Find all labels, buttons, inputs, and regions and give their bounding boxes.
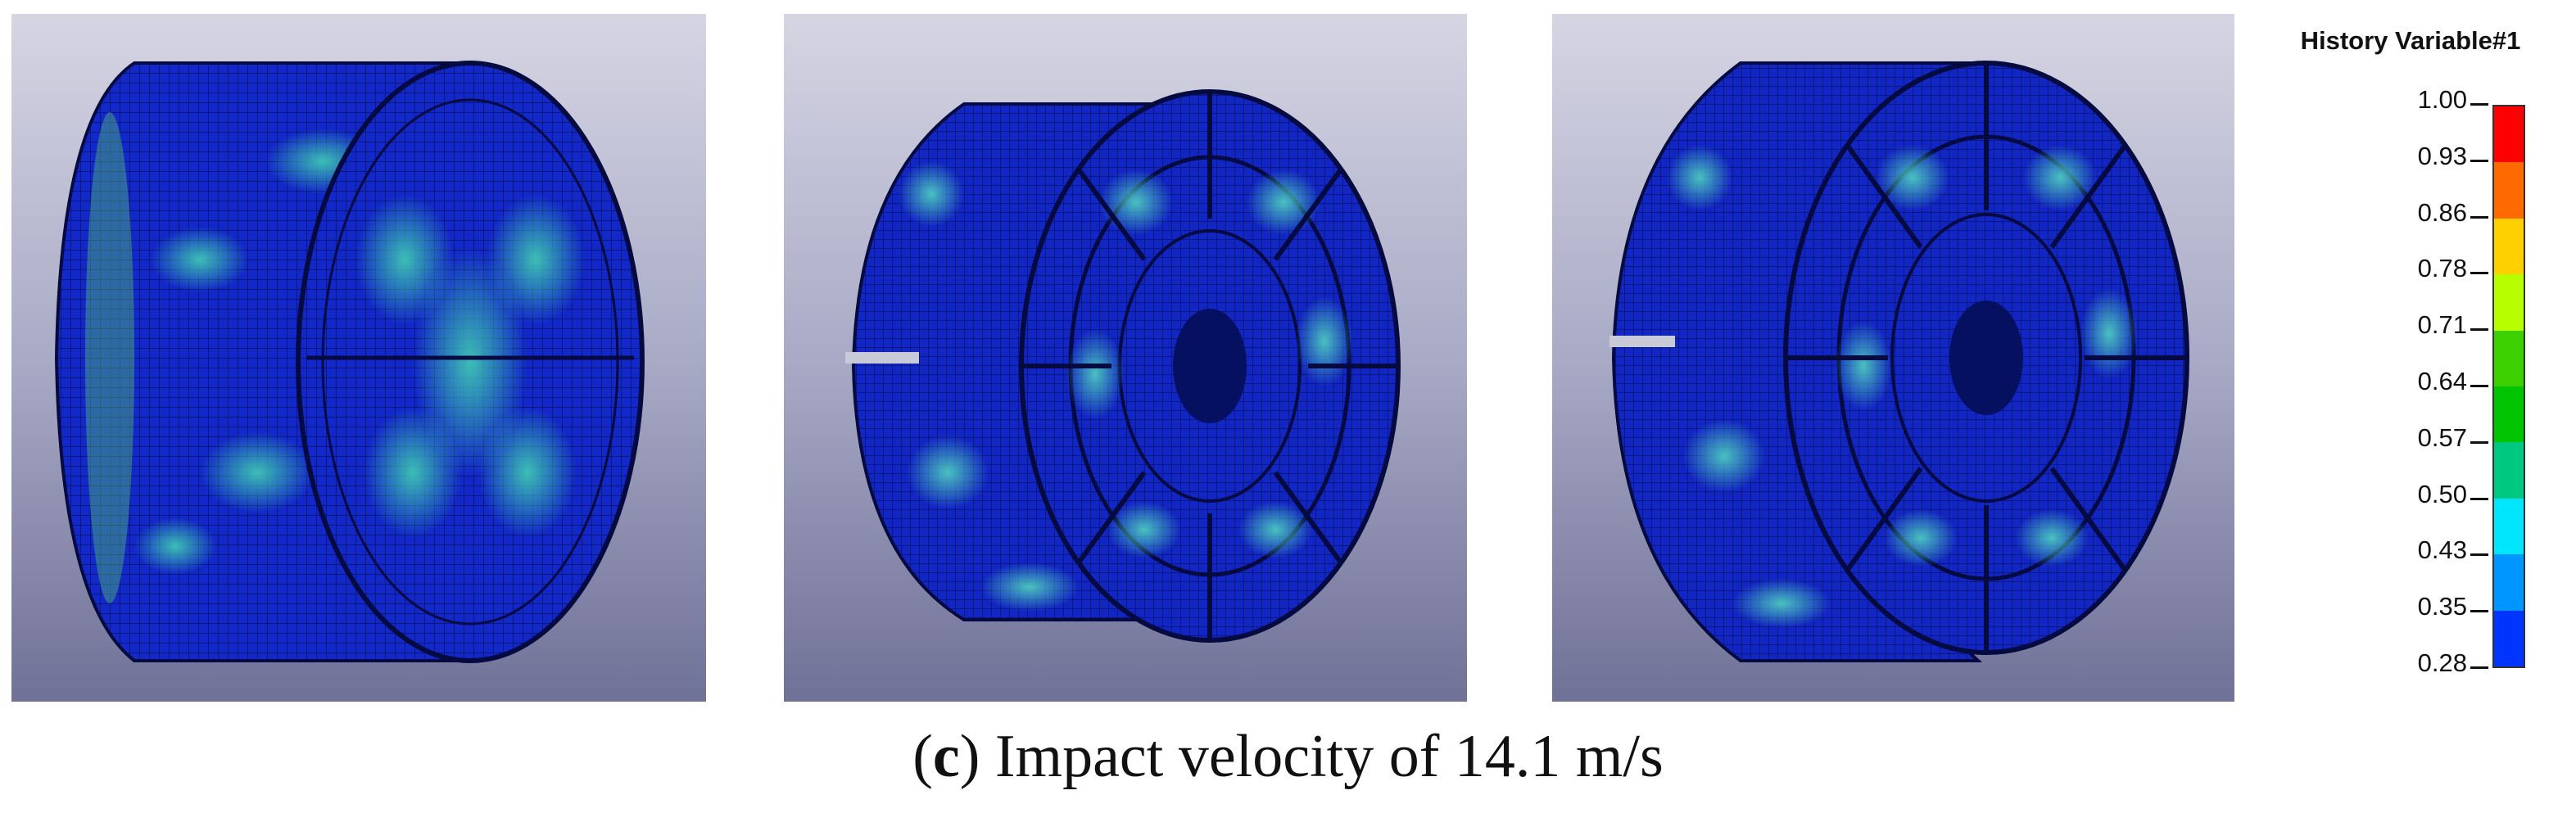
simulation-panel-3 xyxy=(1552,14,2234,702)
legend-color-segment xyxy=(2494,162,2524,219)
legend-tick-mark xyxy=(2470,440,2488,444)
legend-tick-mark xyxy=(2470,328,2488,332)
legend-tick-label: 0.28 xyxy=(2417,648,2467,677)
legend-color-segment xyxy=(2494,106,2524,163)
legend-tick-mark xyxy=(2470,666,2488,669)
mesh-model-2 xyxy=(845,89,1401,643)
legend-tick-label: 0.78 xyxy=(2417,254,2467,283)
caption-letter: c xyxy=(932,723,960,790)
legend-color-segment xyxy=(2494,610,2524,667)
legend-tick-mark xyxy=(2470,215,2488,219)
legend-title: History Variable#1 xyxy=(2300,26,2521,55)
legend-tick-label: 0.64 xyxy=(2417,367,2467,395)
legend-color-bar xyxy=(2492,105,2525,668)
legend-tick-label: 0.43 xyxy=(2417,535,2467,565)
legend-color-segment xyxy=(2494,442,2524,499)
legend-color-segment xyxy=(2494,386,2524,443)
caption-text: ) Impact velocity of 14.1 m/s xyxy=(959,723,1664,790)
legend-color-segment xyxy=(2494,554,2524,611)
legend-tick-mark xyxy=(2470,385,2488,387)
legend-tick-mark xyxy=(2470,159,2488,162)
legend-tick-mark xyxy=(2470,610,2488,613)
caption-open-paren: ( xyxy=(912,723,933,790)
legend-tick-label: 0.57 xyxy=(2417,422,2467,452)
mesh-model-3 xyxy=(1609,61,2189,662)
legend-tick-label: 0.86 xyxy=(2417,197,2467,227)
legend-color-segment xyxy=(2494,218,2524,275)
legend-tick-label: 0.50 xyxy=(2417,479,2467,508)
legend-color-segment xyxy=(2494,274,2524,331)
legend-tick-mark xyxy=(2470,497,2488,500)
simulation-panel-2 xyxy=(784,14,1467,702)
legend-color-segment xyxy=(2494,330,2524,387)
legend-tick-label: 0.93 xyxy=(2417,141,2467,170)
legend-tick-label: 0.35 xyxy=(2417,592,2467,621)
mesh-model-1 xyxy=(54,61,645,663)
legend-tick-mark xyxy=(2470,553,2488,557)
simulation-panel-1 xyxy=(11,14,706,702)
figure-caption: (c) Impact velocity of 14.1 m/s xyxy=(0,722,2576,792)
legend-tick-mark xyxy=(2470,103,2488,106)
legend-color-segment xyxy=(2494,498,2524,555)
legend-tick-label: 0.71 xyxy=(2417,310,2467,340)
legend-tick-label: 1.00 xyxy=(2417,85,2467,114)
legend-tick-mark xyxy=(2470,272,2488,275)
